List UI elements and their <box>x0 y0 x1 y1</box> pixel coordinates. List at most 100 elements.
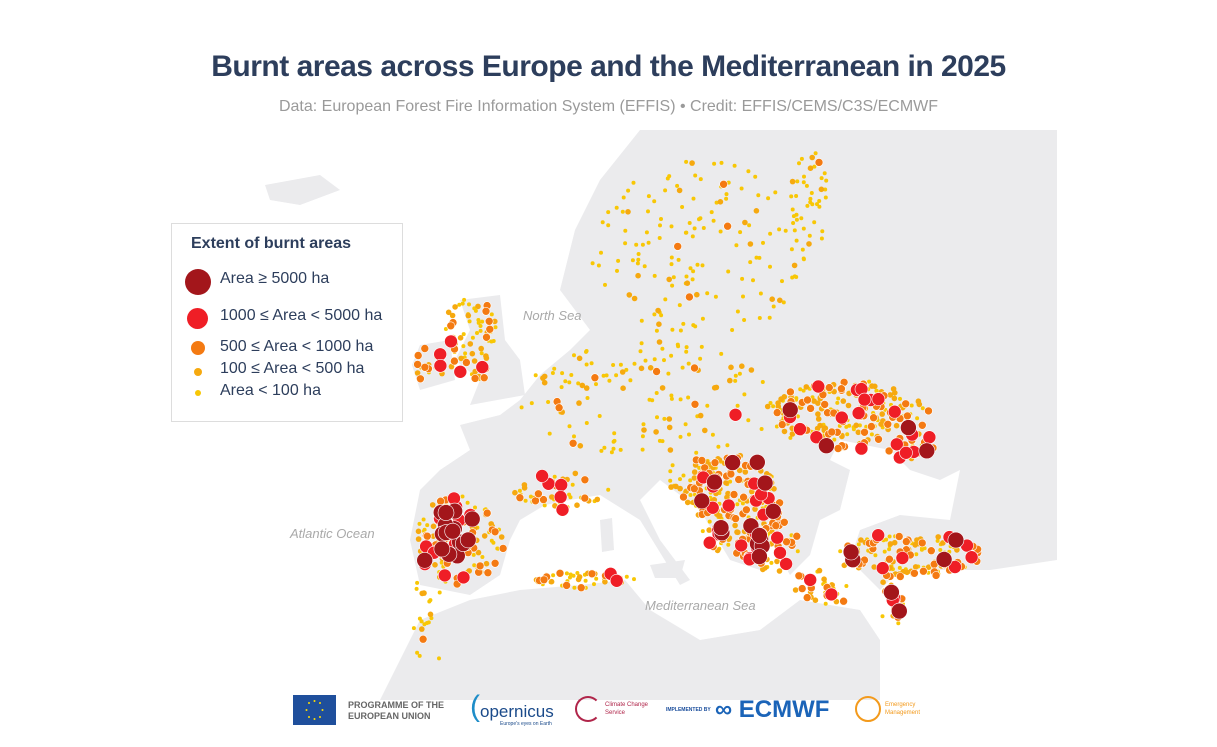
marker-area-under-100 <box>823 195 828 200</box>
marker-area-under-100 <box>739 186 744 191</box>
marker-area-100-500 <box>594 496 601 503</box>
marker-area-under-100 <box>718 229 723 234</box>
marker-area-under-100 <box>684 274 689 279</box>
marker-area-100-500 <box>789 178 796 185</box>
marker-area-under-100 <box>701 226 706 230</box>
marker-area-100-500 <box>803 384 810 390</box>
marker-area-500-1000 <box>867 422 876 431</box>
marker-area-under-100 <box>460 494 465 499</box>
marker-area-under-100 <box>798 387 803 392</box>
marker-area-500-1000 <box>490 527 500 537</box>
marker-area-500-1000 <box>590 373 600 383</box>
marker-area-500-1000 <box>673 242 683 251</box>
land <box>265 130 1057 700</box>
marker-area-under-100 <box>887 547 892 552</box>
marker-area-5000-plus <box>947 531 965 549</box>
marker-area-1000-5000 <box>803 573 818 587</box>
marker-area-under-100 <box>740 276 745 281</box>
marker-area-100-500 <box>415 536 422 542</box>
marker-area-100-500 <box>855 429 862 436</box>
marker-area-under-100 <box>419 619 424 624</box>
marker-area-5000-plus <box>890 602 908 620</box>
marker-area-500-1000 <box>539 575 549 585</box>
marker-area-500-1000 <box>729 490 739 499</box>
legend-swatch-500 <box>191 341 205 355</box>
marker-area-100-500 <box>818 186 825 193</box>
marker-area-under-100 <box>845 432 850 437</box>
marker-area-under-100 <box>517 488 522 493</box>
marker-area-500-1000 <box>652 367 661 376</box>
marker-area-100-500 <box>575 576 582 583</box>
marker-area-under-100 <box>820 229 825 234</box>
marker-area-500-1000 <box>697 456 707 465</box>
marker-area-100-500 <box>481 533 488 539</box>
marker-area-under-100 <box>712 161 717 166</box>
marker-area-500-1000 <box>413 351 423 360</box>
marker-area-500-1000 <box>786 387 795 397</box>
marker-area-under-100 <box>788 435 793 440</box>
marker-area-under-100 <box>880 614 885 619</box>
partner-logos: PROGRAMME OF THE EUROPEAN UNION ( operni… <box>290 690 930 730</box>
marker-area-under-100 <box>623 228 628 233</box>
marker-area-under-100 <box>819 176 824 181</box>
marker-area-under-100 <box>757 316 762 320</box>
marker-area-under-100 <box>461 332 466 337</box>
marker-area-500-1000 <box>554 403 564 413</box>
marker-area-under-100 <box>654 328 659 333</box>
marker-area-under-100 <box>754 255 759 260</box>
marker-area-under-100 <box>493 325 498 330</box>
marker-area-under-100 <box>603 282 607 287</box>
marker-area-under-100 <box>473 308 478 313</box>
marker-area-under-100 <box>657 236 662 240</box>
marker-area-under-100 <box>569 373 574 377</box>
marker-area-under-100 <box>663 188 668 193</box>
marker-area-under-100 <box>480 555 485 559</box>
marker-area-under-100 <box>662 358 666 363</box>
marker-area-under-100 <box>609 450 614 455</box>
marker-area-under-100 <box>799 156 804 161</box>
marker-area-100-500 <box>954 547 960 553</box>
marker-area-under-100 <box>789 247 794 252</box>
marker-area-under-100 <box>794 194 799 198</box>
marker-area-1000-5000 <box>779 557 793 571</box>
marker-area-under-100 <box>635 261 640 266</box>
marker-area-under-100 <box>652 312 657 317</box>
marker-area-under-100 <box>614 373 619 378</box>
marker-area-500-1000 <box>772 408 782 417</box>
marker-area-under-100 <box>705 291 710 296</box>
marker-area-under-100 <box>607 378 612 383</box>
marker-area-under-100 <box>807 233 812 238</box>
marker-area-under-100 <box>713 294 718 299</box>
label-mediterranean-sea: Mediterranean Sea <box>645 598 756 613</box>
cems-logo: Emergency Management <box>855 696 920 722</box>
marker-area-5000-plus <box>437 504 455 521</box>
marker-area-500-1000 <box>484 316 494 326</box>
marker-area-100-500 <box>739 363 745 370</box>
marker-area-5000-plus <box>463 510 481 528</box>
marker-area-500-1000 <box>490 558 500 568</box>
marker-area-under-100 <box>572 353 576 358</box>
marker-area-1000-5000 <box>964 550 979 565</box>
marker-area-100-500 <box>452 304 458 310</box>
marker-area-under-100 <box>461 344 466 349</box>
marker-area-500-1000 <box>824 383 834 392</box>
marker-area-under-100 <box>443 327 448 331</box>
marker-area-under-100 <box>639 318 644 323</box>
marker-area-100-500 <box>548 578 555 585</box>
marker-area-under-100 <box>594 576 599 581</box>
eu-programme-text: PROGRAMME OF THE EUROPEAN UNION <box>348 700 444 721</box>
ecmwf-logo: ∞ ECMWF <box>715 696 830 723</box>
marker-area-under-100 <box>668 469 673 474</box>
marker-area-500-1000 <box>580 475 590 485</box>
marker-area-under-100 <box>546 400 551 404</box>
marker-area-under-100 <box>570 482 575 487</box>
marker-area-under-100 <box>801 388 806 393</box>
marker-area-under-100 <box>700 529 705 534</box>
marker-area-100-500 <box>753 208 760 214</box>
marker-area-100-500 <box>858 537 864 543</box>
marker-area-under-100 <box>519 405 524 410</box>
marker-area-under-100 <box>476 320 481 325</box>
marker-area-under-100 <box>568 575 572 580</box>
marker-area-under-100 <box>642 264 647 269</box>
